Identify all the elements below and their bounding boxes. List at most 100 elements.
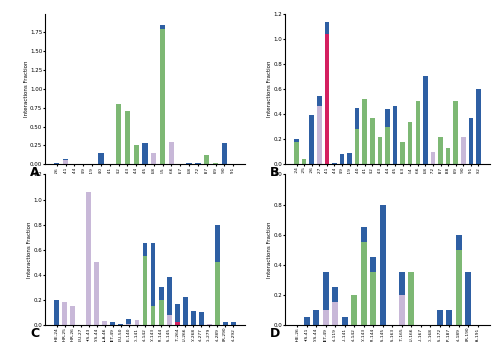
Bar [166,315,172,325]
Bar [437,310,442,325]
Bar [317,106,322,164]
Bar [142,256,148,325]
Bar [169,142,174,164]
Bar [118,324,124,325]
Bar [134,320,140,325]
Bar [399,272,404,295]
Bar [324,23,329,34]
Bar [314,310,319,325]
Bar [183,297,188,325]
Bar [150,244,156,306]
Text: A: A [30,166,40,179]
Bar [468,118,473,164]
Bar [323,310,328,325]
Bar [186,163,192,164]
Bar [160,29,166,164]
Y-axis label: Interactions Fraction: Interactions Fraction [267,221,272,278]
Bar [102,321,107,325]
Bar [332,302,338,325]
Bar [340,154,344,164]
Bar [158,300,164,325]
Bar [399,295,404,325]
Bar [362,99,367,164]
Bar [317,96,322,106]
Legend: H-bonds, Hydrophobic, Ionic, Water bridges: H-bonds, Hydrophobic, Ionic, Water bridg… [298,224,416,231]
Bar [116,104,121,164]
Text: B: B [270,166,280,179]
Bar [126,319,132,324]
Bar [160,25,166,29]
Bar [355,129,360,164]
Bar [54,163,60,164]
Bar [222,143,227,164]
Bar [98,153,103,164]
Bar [466,272,471,325]
Text: D: D [270,327,280,340]
Bar [126,324,132,325]
Bar [385,127,390,164]
Bar [94,262,99,325]
Bar [361,242,366,325]
Bar [63,160,68,164]
Bar [166,277,172,315]
Bar [215,225,220,262]
Bar [342,317,347,325]
Bar [124,111,130,164]
Bar [408,121,412,164]
Bar [355,108,360,129]
Bar [324,34,329,164]
Bar [158,287,164,300]
Bar [199,312,203,325]
Bar [110,323,115,325]
Bar [175,323,180,325]
Bar [400,142,405,164]
Bar [385,109,390,127]
Bar [223,323,228,325]
Bar [332,287,338,302]
Bar [423,76,428,164]
Bar [54,300,59,325]
Bar [302,159,306,164]
Bar [70,306,75,325]
Bar [454,102,458,164]
Bar [175,304,180,323]
Bar [352,295,357,325]
Y-axis label: Interactions Fraction: Interactions Fraction [27,221,32,278]
Bar [63,159,68,160]
Bar [204,155,210,164]
Legend: H-bonds, Hydrophobic, Ionic, Water bridges: H-bonds, Hydrophobic, Ionic, Water bridg… [57,224,175,231]
Bar [310,115,314,164]
Bar [416,102,420,164]
Bar [408,272,414,325]
Bar [361,227,366,242]
Y-axis label: Interactions Fraction: Interactions Fraction [267,61,272,117]
Bar [150,306,156,325]
Text: C: C [30,327,39,340]
Bar [196,163,200,164]
Bar [294,139,299,142]
Bar [370,272,376,325]
Bar [304,317,310,325]
Bar [151,153,156,164]
Bar [456,235,462,250]
Bar [446,310,452,325]
Bar [446,148,450,164]
Bar [231,323,236,325]
Bar [370,118,374,164]
Bar [191,311,196,325]
Bar [134,145,139,164]
Bar [294,142,299,164]
Bar [142,244,148,256]
Bar [476,89,480,164]
Bar [332,163,336,164]
Bar [348,153,352,164]
Bar [86,192,91,325]
Bar [213,163,218,164]
Bar [456,250,462,325]
Bar [380,205,386,325]
Bar [62,302,67,325]
Bar [461,136,466,164]
Bar [438,136,443,164]
Bar [323,272,328,310]
Bar [393,106,398,164]
